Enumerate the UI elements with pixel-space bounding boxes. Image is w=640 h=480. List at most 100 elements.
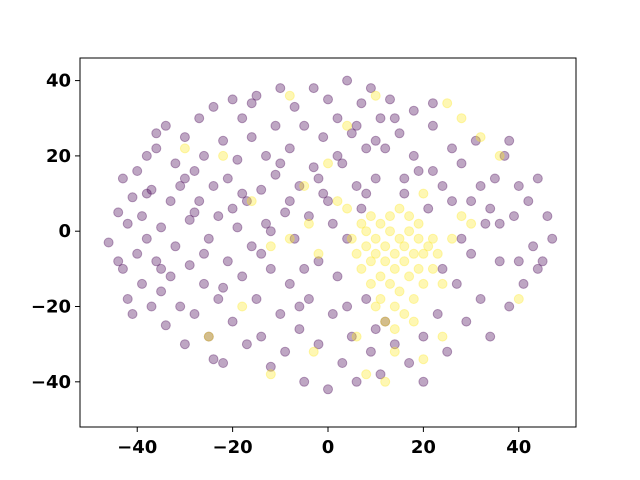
y-tick-label: 40	[46, 71, 71, 92]
scatter-point	[399, 309, 410, 319]
scatter-point	[370, 173, 381, 184]
scatter-point	[375, 369, 386, 380]
scatter-point	[356, 98, 367, 109]
scatter-point	[113, 207, 124, 218]
scatter-point	[203, 331, 214, 342]
scatter-point	[265, 369, 276, 380]
scatter-point	[241, 339, 252, 350]
scatter-point	[170, 158, 181, 169]
scatter-point	[318, 188, 329, 199]
scatter-point	[261, 150, 271, 161]
scatter-point	[361, 226, 372, 237]
scatter-point	[308, 83, 319, 94]
scatter-point	[370, 90, 381, 101]
scatter-point	[237, 188, 248, 199]
scatter-point	[346, 233, 357, 244]
scatter-point	[275, 309, 286, 319]
scatter-point	[284, 90, 295, 101]
scatter-point	[199, 248, 209, 259]
scatter-point	[170, 241, 181, 252]
scatter-point	[404, 271, 415, 282]
scatter-point	[308, 162, 319, 173]
scatter-point	[485, 331, 496, 342]
scatter-point	[251, 90, 262, 101]
scatter-point	[294, 181, 305, 191]
scatter-point	[303, 294, 314, 304]
scatter-point	[308, 346, 319, 357]
scatter-point	[246, 132, 257, 143]
scatter-point	[432, 248, 443, 259]
scatter-point	[275, 83, 286, 94]
scatter-point	[208, 101, 219, 112]
scatter-point	[284, 278, 295, 289]
scatter-point	[413, 263, 424, 274]
scatter-point	[504, 301, 515, 312]
scatter-point	[528, 241, 539, 252]
scatter-point	[356, 203, 367, 214]
x-tick-label: −20	[213, 437, 253, 458]
scatter-point	[542, 211, 553, 222]
scatter-point	[141, 233, 152, 244]
scatter-point	[327, 218, 338, 229]
scatter-point	[418, 331, 429, 342]
scatter-point	[146, 184, 157, 195]
scatter-point	[408, 150, 419, 161]
scatter-point	[313, 173, 324, 184]
scatter-point	[265, 226, 276, 237]
scatter-point	[370, 135, 381, 146]
x-tick-label: 40	[506, 437, 531, 458]
scatter-point	[385, 226, 395, 237]
scatter-point	[284, 143, 295, 154]
scatter-point	[189, 166, 200, 176]
scatter-point	[423, 241, 434, 252]
scatter-point	[370, 233, 381, 244]
scatter-point	[466, 218, 477, 229]
scatter-point	[151, 128, 162, 139]
scatter-point	[218, 358, 229, 368]
scatter-point	[160, 320, 171, 331]
scatter-point	[380, 241, 391, 252]
scatter-point	[532, 263, 543, 274]
scatter-point	[175, 181, 186, 191]
scatter-point	[394, 128, 405, 139]
scatter-point	[342, 203, 353, 214]
scatter-point	[280, 346, 291, 357]
scatter-point	[156, 263, 167, 274]
scatter-point	[289, 233, 300, 244]
scatter-point	[251, 294, 262, 304]
scatter-point	[323, 196, 333, 207]
scatter-point	[132, 166, 143, 176]
scatter-point	[475, 132, 486, 143]
scatter-point	[189, 207, 200, 218]
scatter-point	[137, 211, 147, 222]
scatter-point	[237, 301, 248, 312]
scatter-point	[365, 346, 376, 357]
scatter-point	[375, 271, 386, 282]
scatter-point	[299, 263, 310, 274]
scatter-point	[323, 158, 333, 169]
y-tick-label: −20	[31, 297, 71, 318]
scatter-point	[432, 309, 443, 319]
scatter-point	[246, 241, 257, 252]
scatter-point	[547, 233, 558, 244]
scatter-point	[351, 376, 362, 387]
scatter-point	[289, 101, 300, 112]
scatter-point	[303, 211, 314, 222]
x-tick-label: 0	[322, 437, 335, 458]
scatter-point	[461, 316, 472, 327]
scatter-point	[470, 135, 481, 146]
scatter-point	[313, 339, 324, 350]
scatter-point	[156, 222, 167, 233]
scatter-point	[342, 120, 353, 131]
scatter-point	[456, 158, 467, 169]
scatter-point	[375, 113, 386, 124]
scatter-point	[165, 271, 176, 282]
scatter-point	[299, 376, 310, 387]
scatter-point	[246, 98, 257, 109]
scatter-point	[227, 94, 238, 105]
scatter-point	[323, 384, 333, 395]
scatter-point	[408, 294, 419, 304]
scatter-point	[227, 203, 238, 214]
